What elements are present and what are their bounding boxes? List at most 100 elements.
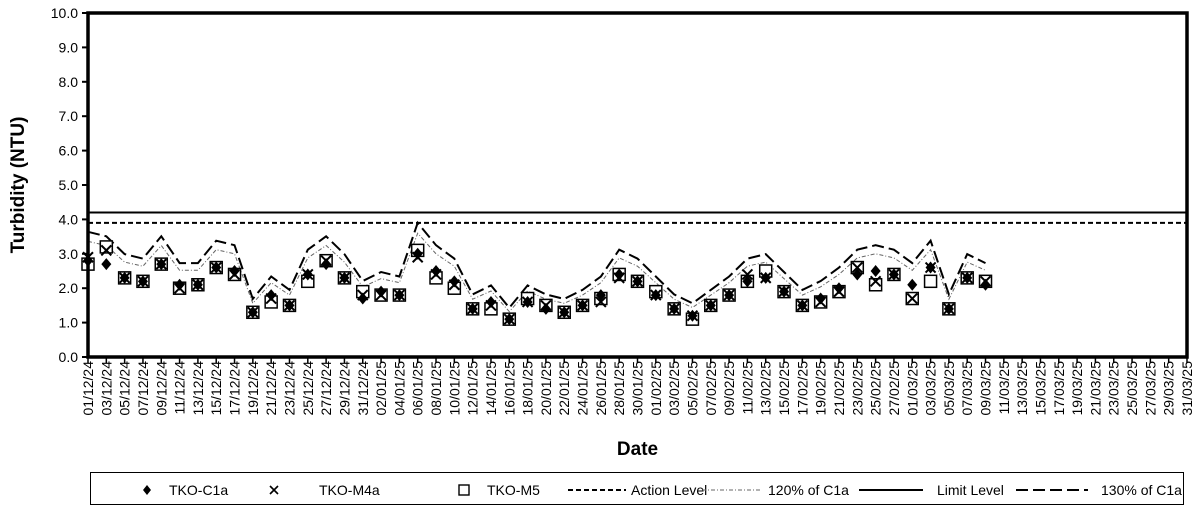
y-tick-label: 9.0 — [59, 39, 79, 55]
y-tick-label: 0.0 — [59, 349, 79, 365]
tko-c1a-point — [577, 299, 588, 312]
tko-c1a-point — [119, 271, 130, 284]
tko-c1a-point — [431, 265, 442, 277]
legend-c1a-marker — [143, 485, 151, 495]
x-tick-label: 11/03/25 — [996, 361, 1012, 415]
tko-c1a-point — [137, 275, 148, 288]
x-tick-label: 15/03/25 — [1032, 361, 1048, 416]
tko-c1a-point — [229, 265, 240, 277]
legend-label: TKO-C1a — [169, 482, 228, 498]
x-tick-label: 01/02/25 — [648, 361, 664, 416]
legend-m4a-marker — [269, 485, 279, 495]
tko-c1a-point — [779, 285, 790, 298]
tko-m5-point — [923, 274, 938, 289]
x-tick-label: 13/03/25 — [1014, 361, 1030, 416]
x-axis-title: Date — [617, 439, 658, 460]
tko-m5-point — [99, 240, 114, 254]
x-tick-label: 25/03/25 — [1124, 361, 1140, 416]
tko-c1a-point — [449, 275, 460, 288]
x-tick-label: 09/02/25 — [721, 361, 737, 416]
tko-m4a-point — [851, 261, 864, 274]
tko-c1a-point — [705, 299, 716, 312]
tko-c1a-point — [504, 313, 515, 326]
tko-c1a-point — [760, 271, 771, 284]
x-tick-label: 31/12/24 — [355, 361, 371, 416]
tko-c1a-point — [943, 302, 954, 315]
y-tick-label: 8.0 — [59, 74, 79, 90]
x-tick-label: 10/01/25 — [446, 361, 462, 416]
legend-label: 130% of C1a — [1101, 482, 1182, 498]
tko-c1a-point — [925, 261, 936, 274]
tko-c1a-point — [101, 258, 112, 271]
tko-c1a-point — [284, 299, 295, 312]
plot-frame — [86, 11, 1189, 359]
tko-c1a-point — [266, 289, 277, 302]
x-tick-label: 29/12/24 — [336, 361, 352, 416]
tko-m5-point — [868, 278, 883, 292]
tko-c1a-point — [980, 278, 991, 291]
tko-c1a-point — [797, 299, 808, 312]
tko-m4a-point — [906, 292, 918, 305]
x-tick-label: 24/01/25 — [575, 361, 591, 416]
x-tick-label: 17/03/25 — [1051, 361, 1067, 416]
x-tick-label: 23/12/24 — [281, 361, 297, 416]
tko-c1a-point — [247, 306, 258, 319]
x-tick-label: 26/01/25 — [593, 361, 609, 416]
x-tick-label: 15/12/24 — [208, 361, 224, 416]
tko-c1a-point — [302, 268, 313, 281]
x-tick-label: 21/03/25 — [1087, 361, 1103, 416]
chart-svg: 0.0 1.0 2.0 3.0 4.0 5.0 6.0 7.0 8.0 9.0 10.0 01/12/… — [8, 5, 1192, 460]
tko-c1a-point — [669, 302, 680, 315]
x-tick-label: 25/02/25 — [868, 361, 884, 416]
tko-c1a-point — [742, 275, 753, 288]
tko-c1a-point — [321, 258, 332, 271]
x-tick-label: 29/03/25 — [1161, 361, 1177, 416]
x-tick-label: 04/01/25 — [391, 361, 407, 416]
tko-c1a-point — [632, 275, 643, 288]
series-130pct-c1a-line — [87, 220, 986, 310]
tko-c1a-point — [614, 268, 625, 281]
x-tick-label: 05/12/24 — [117, 361, 133, 416]
tko-c1a-point — [376, 285, 387, 298]
tko-c1a-point — [907, 278, 918, 291]
y-tick-label: 6.0 — [59, 143, 79, 159]
x-tick-label: 25/12/24 — [300, 361, 316, 416]
x-tick-label: 19/12/24 — [245, 361, 261, 416]
tko-c1a-point — [687, 309, 698, 322]
x-tick-label: 07/02/25 — [703, 361, 719, 416]
x-tick-label: 21/12/24 — [263, 361, 279, 416]
x-tick-label: 05/03/25 — [941, 361, 957, 416]
x-tick-label: 07/03/25 — [959, 361, 975, 416]
x-tick-label: 08/01/25 — [428, 361, 444, 416]
tko-c1a-point — [724, 289, 735, 302]
x-tick-label: 27/03/25 — [1142, 361, 1158, 416]
x-tick-label: 22/01/25 — [556, 361, 572, 416]
x-tick-label: 28/01/25 — [611, 361, 627, 416]
tko-c1a-point — [156, 258, 167, 271]
tko-c1a-point — [485, 295, 496, 308]
tko-c1a-point — [394, 289, 405, 302]
x-tick-label: 27/02/25 — [886, 361, 902, 416]
tko-m4a-point — [100, 244, 113, 257]
x-tick-label: 27/12/24 — [318, 361, 334, 416]
x-tick-label: 03/03/25 — [923, 361, 939, 416]
x-tick-label: 19/02/25 — [813, 361, 829, 416]
tko-c1a-point — [595, 289, 606, 302]
x-tick-label: 12/01/25 — [465, 361, 481, 416]
x-tick-label: 13/02/25 — [758, 361, 774, 416]
x-tick-label: 20/01/25 — [538, 361, 554, 416]
tko-c1a-point — [467, 302, 478, 315]
tko-c1a-point — [339, 271, 350, 284]
x-tick-label: 23/03/25 — [1106, 361, 1122, 416]
tko-c1a-point — [650, 289, 661, 302]
legend-label: Action Level — [631, 482, 707, 498]
y-tick-label: 10.0 — [51, 5, 78, 21]
legend-label: 120% of C1a — [768, 482, 849, 498]
y-tick-label: 5.0 — [59, 177, 79, 193]
y-axis-title: Turbidity (NTU) — [8, 117, 29, 254]
legend-label: Limit Level — [937, 482, 1004, 498]
series-120pct-c1a-line — [87, 232, 986, 313]
legend-label: TKO-M5 — [487, 482, 540, 498]
tko-c1a-point — [211, 261, 222, 274]
x-tick-label: 09/12/24 — [153, 361, 169, 416]
